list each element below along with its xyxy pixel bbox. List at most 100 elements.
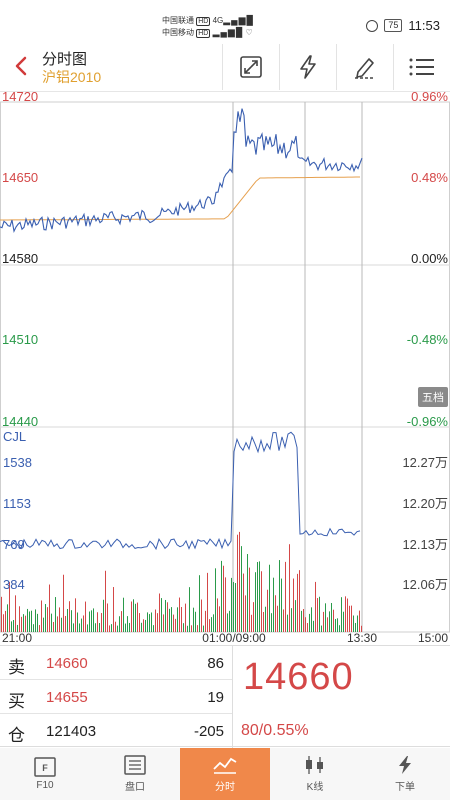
tab-orderbook[interactable]: 盘口	[90, 748, 180, 800]
volume-bar	[357, 615, 358, 632]
volume-bar	[313, 620, 314, 632]
volume-bar	[189, 587, 190, 632]
volume-bar	[239, 531, 240, 632]
volume-bar	[203, 625, 204, 632]
volume-bar	[197, 625, 198, 632]
chevron-left-icon	[15, 56, 27, 76]
volume-bar	[195, 611, 196, 632]
volume-bar	[277, 605, 278, 632]
volume-bar	[267, 589, 268, 632]
timeshare-chart[interactable]: 14720 14650 14580 14510 14440 0.96% 0.48…	[0, 92, 450, 645]
sell-price: 14660	[46, 655, 88, 672]
volume-axis-title: CJL	[3, 429, 26, 444]
net-type-1: 4G	[212, 16, 224, 25]
volume-bar	[113, 587, 114, 632]
buy-volume: 19	[207, 689, 224, 706]
tab-kline[interactable]: K线	[270, 748, 360, 800]
clock: 11:53	[408, 18, 440, 33]
volume-bar	[209, 619, 210, 632]
bottom-tab-bar: F F10 盘口 分时 K线 下单	[0, 748, 450, 800]
tab-f10[interactable]: F F10	[0, 748, 90, 800]
lightning-icon	[299, 55, 316, 79]
volume-bar	[361, 625, 362, 632]
five-levels-button[interactable]: 五档	[418, 387, 448, 407]
volume-bar	[275, 595, 276, 632]
volume-bar	[93, 608, 94, 632]
alarm-icon	[366, 19, 379, 32]
pct-label-4: -0.96%	[407, 414, 449, 429]
volume-bar	[131, 601, 132, 632]
volume-bar	[119, 616, 120, 632]
back-button[interactable]	[8, 52, 34, 80]
draw-tool-button[interactable]	[336, 44, 392, 90]
volume-bar	[235, 582, 236, 632]
tab-timeshare[interactable]: 分时	[180, 748, 270, 800]
volume-bar	[259, 561, 260, 632]
price-line	[0, 108, 363, 233]
volume-bar	[169, 608, 170, 632]
volume-bar	[117, 625, 118, 632]
battery-indicator: 75	[384, 19, 403, 32]
volume-bar	[37, 613, 38, 632]
volume-bar	[211, 617, 212, 632]
volume-bar	[217, 598, 218, 632]
menu-icon	[409, 58, 434, 76]
pencil-icon	[354, 58, 375, 79]
volume-bar	[281, 578, 282, 632]
volume-bar	[165, 599, 166, 632]
volume-bar	[341, 597, 342, 632]
volume-bar	[323, 611, 324, 632]
status-bar: 中国联通 HD 4G▂▄▆█ 中国移动 HD ▂▄▆█ ♡ 75 11:53	[0, 0, 450, 42]
volume-bar	[243, 573, 244, 632]
volume-bar	[67, 608, 68, 632]
volume-bar	[353, 615, 354, 632]
buy-row: 买 14655 19	[0, 680, 232, 714]
volume-bar	[71, 610, 72, 632]
volume-bar	[111, 624, 112, 632]
tab-order[interactable]: 下单	[360, 748, 450, 800]
volume-bar	[199, 575, 200, 632]
time-label-0: 21:00	[2, 631, 32, 645]
volume-bar	[299, 570, 300, 632]
signal-icon-2: ▂▄▆█	[212, 27, 244, 37]
volume-bar	[153, 625, 154, 632]
menu-button[interactable]	[393, 44, 449, 90]
volume-bar	[345, 596, 346, 632]
volume-bar	[297, 573, 298, 632]
tab-timeshare-label: 分时	[215, 782, 235, 793]
volume-label-3: 384	[3, 577, 25, 592]
sell-row: 卖 14660 86	[0, 646, 232, 680]
pct-label-3: -0.48%	[407, 332, 449, 347]
open-interest-row: 仓 121403 -205	[0, 714, 232, 748]
pct-label-1: 0.48%	[411, 170, 448, 185]
volume-bar	[39, 625, 40, 632]
tab-orderbook-label: 盘口	[125, 782, 145, 793]
volume-bar	[59, 607, 60, 632]
volume-bar	[337, 618, 338, 632]
carrier-2: 中国移动	[162, 28, 194, 37]
volume-bar	[305, 617, 306, 632]
volume-bar	[123, 597, 124, 632]
oi-polyline	[0, 431, 361, 551]
volume-bar	[355, 622, 356, 632]
quick-order-button[interactable]	[279, 44, 335, 90]
volume-bar	[19, 606, 20, 632]
volume-label-2: 769	[3, 537, 25, 552]
volume-bar	[331, 602, 332, 632]
carrier-1: 中国联通	[162, 16, 194, 25]
avg-polyline	[0, 176, 360, 221]
volume-bar	[347, 598, 348, 632]
fullscreen-button[interactable]	[222, 44, 278, 90]
volume-bar	[97, 612, 98, 632]
volume-bar	[139, 613, 140, 632]
price-change: 80/0.55%	[241, 722, 309, 739]
volume-bar	[193, 607, 194, 632]
volume-bar	[177, 607, 178, 632]
volume-bar	[9, 581, 10, 632]
volume-bar	[179, 597, 180, 632]
quote-divider	[232, 646, 233, 748]
volume-bar	[157, 613, 158, 632]
f10-icon: F	[34, 757, 56, 777]
tab-kline-label: K线	[306, 782, 324, 793]
volume-bar	[3, 614, 4, 632]
